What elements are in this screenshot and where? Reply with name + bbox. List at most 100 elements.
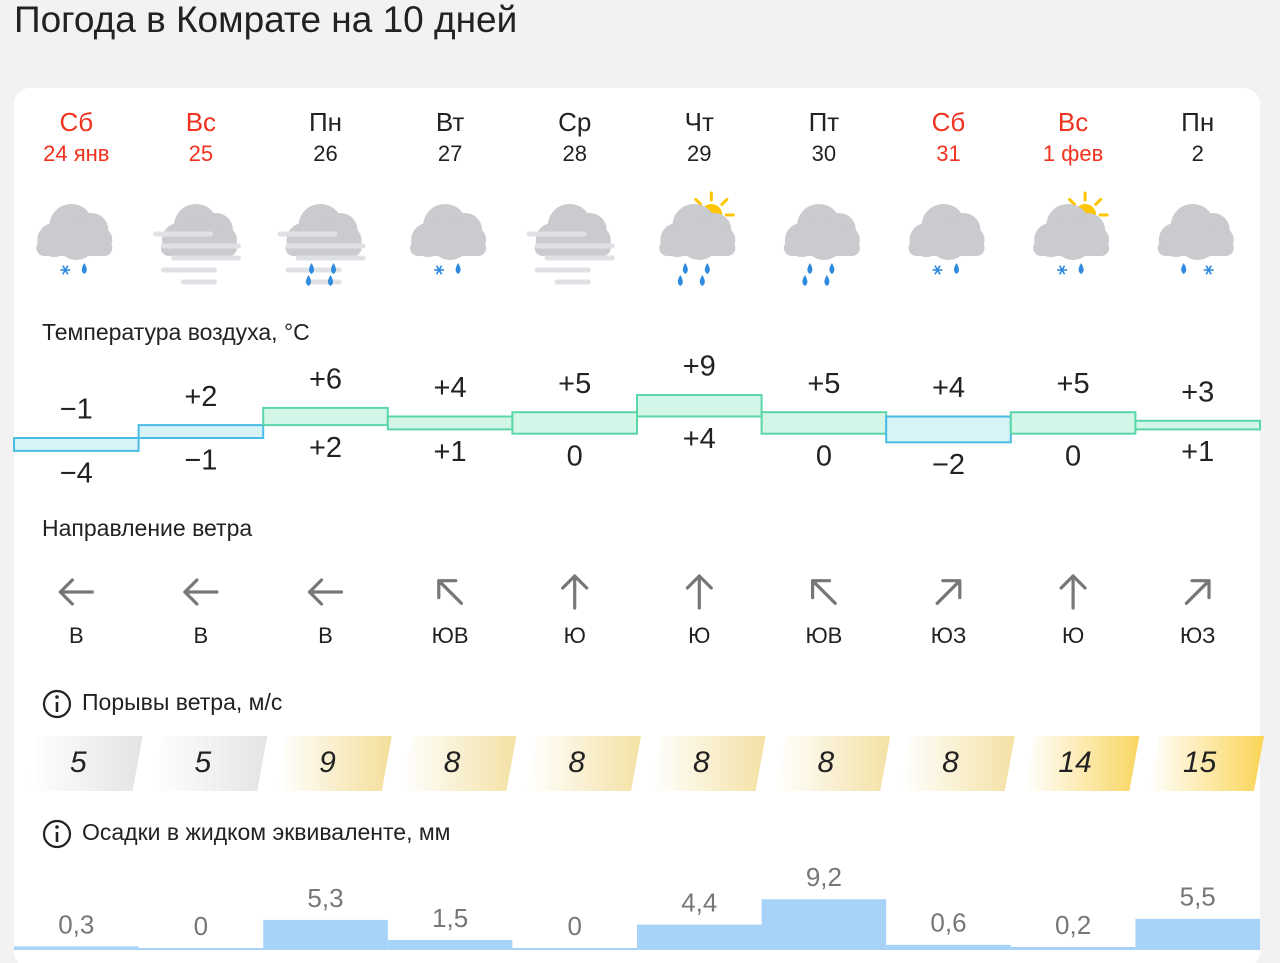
precipitation-value: 0	[194, 911, 208, 941]
rain-drop	[455, 263, 461, 274]
date: 25	[189, 141, 213, 166]
temperature-max: +4	[434, 372, 467, 404]
fog-line	[544, 255, 615, 261]
weather-icon	[783, 204, 860, 286]
precipitation-bar	[512, 948, 637, 950]
wind-arrow	[685, 574, 713, 610]
wind-direction: Ю	[1062, 623, 1084, 648]
precipitation-value: 1,5	[432, 903, 468, 933]
temperature-max: +4	[932, 372, 965, 404]
date: 27	[438, 141, 462, 166]
precipitation-bar	[387, 940, 513, 950]
precipitation-bar	[886, 944, 1011, 950]
date: 30	[812, 141, 836, 166]
precipitation-value: 0,2	[1055, 910, 1091, 940]
temperature-band	[636, 394, 763, 418]
fog-line	[152, 231, 213, 237]
temperature-min: 0	[816, 440, 832, 472]
wind-arrow	[1184, 579, 1211, 605]
weather-icon	[1157, 204, 1234, 275]
sun-ray	[1068, 197, 1076, 206]
gust-value: 9	[319, 746, 336, 779]
date: 26	[313, 141, 337, 166]
sun-ray	[694, 197, 703, 206]
gust-value: 15	[1183, 746, 1217, 779]
temperature-min: +4	[683, 423, 716, 455]
date: 24 янв	[43, 141, 109, 166]
fog-line	[180, 279, 217, 285]
rain-drop	[1181, 263, 1187, 274]
gust-value: 8	[444, 746, 461, 779]
rain-drop	[807, 263, 813, 274]
snowflake	[62, 265, 69, 275]
gust-cell	[277, 736, 392, 791]
temperature-max: +6	[309, 364, 342, 396]
rain-drop	[802, 275, 808, 286]
sun-ray	[720, 197, 729, 206]
precipitation-bar	[263, 919, 388, 950]
precipitation-bar	[138, 948, 264, 950]
temperature-max: +3	[1181, 376, 1214, 408]
precipitation-bar	[637, 924, 762, 950]
fog-line	[534, 267, 591, 273]
snowflake	[435, 265, 443, 275]
gust-cell	[1024, 736, 1140, 791]
precipitation-value: 5,3	[307, 883, 343, 913]
temperature-band	[760, 411, 888, 435]
wind-arrow	[58, 578, 94, 606]
gust-value: 8	[818, 746, 835, 779]
gust-cell	[775, 736, 891, 791]
temperature-band	[1134, 419, 1262, 431]
temperature-band	[13, 437, 140, 452]
weekday: Пн	[1181, 107, 1214, 137]
section-title: Осадки в жидком эквиваленте, мм	[82, 819, 450, 845]
temperature-max: +9	[683, 351, 716, 383]
weather-icon	[908, 204, 985, 275]
gust-cell	[401, 736, 517, 791]
rain-drop	[682, 263, 688, 274]
wind-direction: Ю	[564, 623, 586, 648]
gust-cell	[651, 736, 766, 791]
precipitation-value: 0,3	[58, 909, 94, 939]
fog-line	[160, 267, 217, 273]
gust-cell	[900, 736, 1015, 791]
temperature-band	[1009, 411, 1137, 435]
rain-drop	[1078, 263, 1084, 274]
weather-icon	[36, 204, 113, 275]
rain-drop	[824, 275, 830, 286]
weather-icon	[659, 191, 736, 286]
temperature-max: +5	[1057, 368, 1090, 400]
weekday: Сб	[932, 107, 966, 137]
precipitation-bar	[1010, 946, 1136, 950]
weekday: Вс	[186, 107, 216, 137]
weekday: Чт	[685, 107, 714, 137]
info-icon	[42, 689, 72, 719]
temperature-min: +1	[434, 436, 467, 468]
precipitation-value: 0	[567, 911, 581, 941]
weather-icon	[526, 204, 615, 285]
precipitation-bar	[761, 899, 887, 950]
precipitation-value: 4,4	[681, 888, 717, 918]
fog-line	[554, 279, 591, 285]
info-dot	[55, 695, 59, 699]
temperature-band	[511, 411, 639, 435]
wind-direction: ЮВ	[432, 623, 469, 648]
wind-direction: ЮЗ	[931, 623, 967, 648]
temperature-min: −1	[184, 445, 217, 477]
gust-cell	[1149, 736, 1264, 791]
wind-arrow	[1059, 574, 1087, 610]
date: 31	[936, 141, 960, 166]
temperature-max: +2	[184, 381, 217, 413]
temperature-max: +5	[807, 368, 840, 400]
fog-line	[295, 255, 366, 261]
gust-cell	[152, 736, 268, 791]
weather-icon	[1033, 191, 1110, 275]
cloud-base	[36, 240, 113, 256]
weather-icon	[410, 204, 487, 275]
gust-value: 5	[70, 746, 87, 779]
wind-arrow	[307, 578, 344, 606]
date: 1 фев	[1043, 141, 1103, 166]
info-circle	[42, 819, 72, 849]
weekday: Ср	[558, 107, 591, 137]
